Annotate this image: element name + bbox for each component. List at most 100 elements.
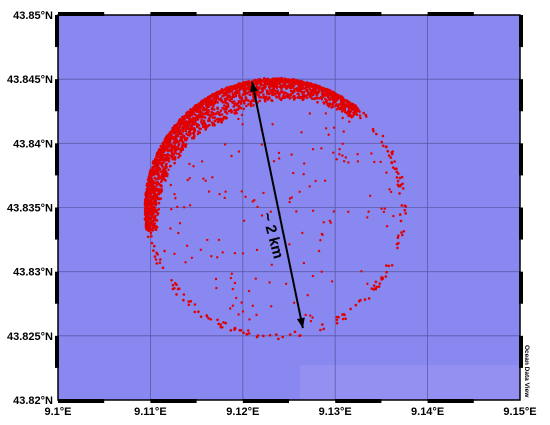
drifter-point <box>188 114 192 118</box>
drifter-point <box>199 315 203 319</box>
drifter-point <box>347 102 350 106</box>
drifter-point <box>200 114 204 118</box>
drifter-point <box>370 287 374 290</box>
drifter-point <box>329 221 332 224</box>
lat-tick-label: 43.845°N <box>7 74 53 86</box>
drifter-point <box>367 297 371 300</box>
drifter-point <box>146 199 150 202</box>
drifter-point <box>163 153 167 157</box>
drifter-point <box>379 160 382 164</box>
drifter-point <box>247 82 251 85</box>
drifter-point <box>147 192 151 195</box>
drifter-point <box>324 112 327 115</box>
drifter-point <box>311 274 315 278</box>
drifter-point <box>272 160 276 163</box>
drifter-point <box>151 229 155 232</box>
drifter-point <box>390 161 394 164</box>
frame-dash <box>242 399 289 403</box>
drifter-point <box>153 176 157 180</box>
drifter-point <box>233 91 237 94</box>
frame-dash <box>335 12 382 16</box>
drifter-point <box>223 143 227 146</box>
drifter-point <box>332 102 335 105</box>
drifter-point <box>193 105 197 108</box>
drifter-point <box>389 156 393 159</box>
drifter-point <box>374 280 378 284</box>
drifter-point <box>216 101 219 104</box>
drifter-point <box>189 128 192 131</box>
lon-tick-label: 9.1°E <box>44 406 71 418</box>
drifter-point <box>188 162 191 166</box>
drifter-point <box>248 85 252 89</box>
drifter-point <box>146 222 150 226</box>
drifter-point <box>205 108 208 112</box>
frame-dash <box>519 271 523 304</box>
drifter-point <box>229 108 233 112</box>
drifter-point <box>171 128 175 132</box>
drifter-point <box>271 85 274 88</box>
drifter-point <box>255 248 259 252</box>
drifter-point <box>395 242 399 246</box>
drifter-point <box>332 151 335 154</box>
drifter-point <box>176 128 180 132</box>
drifter-point <box>208 119 211 122</box>
drifter-point <box>267 92 270 96</box>
drifter-point <box>247 332 251 335</box>
drifter-point <box>289 86 293 90</box>
drifter-point <box>212 113 215 116</box>
drifter-point <box>308 185 311 188</box>
frame-dash <box>55 15 59 48</box>
drifter-point <box>178 154 182 157</box>
drifter-point <box>360 270 363 273</box>
drifter-point <box>200 160 204 163</box>
lat-tick-label: 43.84°N <box>13 138 53 150</box>
drifter-point <box>238 105 241 108</box>
drifter-point <box>354 303 358 307</box>
drifter-point <box>179 132 183 136</box>
drifter-point <box>196 116 200 120</box>
drifter-point <box>363 298 367 301</box>
axis-tick-labels: 9.1°E 9.11°E 9.12°E 9.13°E 9.14°E 9.15°E 43.85… <box>7 10 537 418</box>
drifter-point <box>338 153 341 156</box>
drifter-point <box>320 147 323 150</box>
drifter-point <box>294 82 297 86</box>
drifter-point <box>156 253 159 256</box>
lat-tick-label: 43.83°N <box>13 267 53 279</box>
drifter-point <box>325 99 329 102</box>
drifter-point <box>387 264 391 268</box>
drifter-point <box>347 161 350 164</box>
drifter-point <box>334 104 338 108</box>
drifter-point <box>161 142 164 145</box>
drifter-point <box>262 77 266 80</box>
drifter-point <box>372 284 376 287</box>
drifter-point <box>209 103 213 107</box>
drifter-point <box>398 192 401 195</box>
drifter-point <box>353 112 356 115</box>
drifter-point <box>335 315 339 319</box>
drifter-point <box>289 93 293 96</box>
drifter-point <box>270 263 273 266</box>
drifter-point <box>154 187 157 191</box>
drifter-point <box>277 151 281 155</box>
drifter-point <box>256 205 259 209</box>
drifter-point <box>244 87 248 90</box>
drifter-point <box>382 210 386 214</box>
drifter-point <box>299 82 302 86</box>
drifter-point <box>204 126 207 130</box>
drifter-point <box>155 218 159 222</box>
drifter-point <box>162 161 165 165</box>
drifter-point <box>151 195 154 198</box>
drifter-point <box>152 205 156 209</box>
drifter-point <box>247 80 251 83</box>
drifter-point <box>171 283 175 287</box>
drifter-point <box>322 327 326 331</box>
drifter-point <box>302 173 305 176</box>
drifter-point <box>243 101 246 105</box>
drifter-point <box>263 98 267 101</box>
drifter-point <box>176 122 179 125</box>
drifter-point <box>202 109 206 112</box>
drifter-point <box>243 84 247 88</box>
drifter-point <box>215 286 218 290</box>
drifter-point <box>322 102 326 105</box>
drifter-point <box>159 191 162 194</box>
